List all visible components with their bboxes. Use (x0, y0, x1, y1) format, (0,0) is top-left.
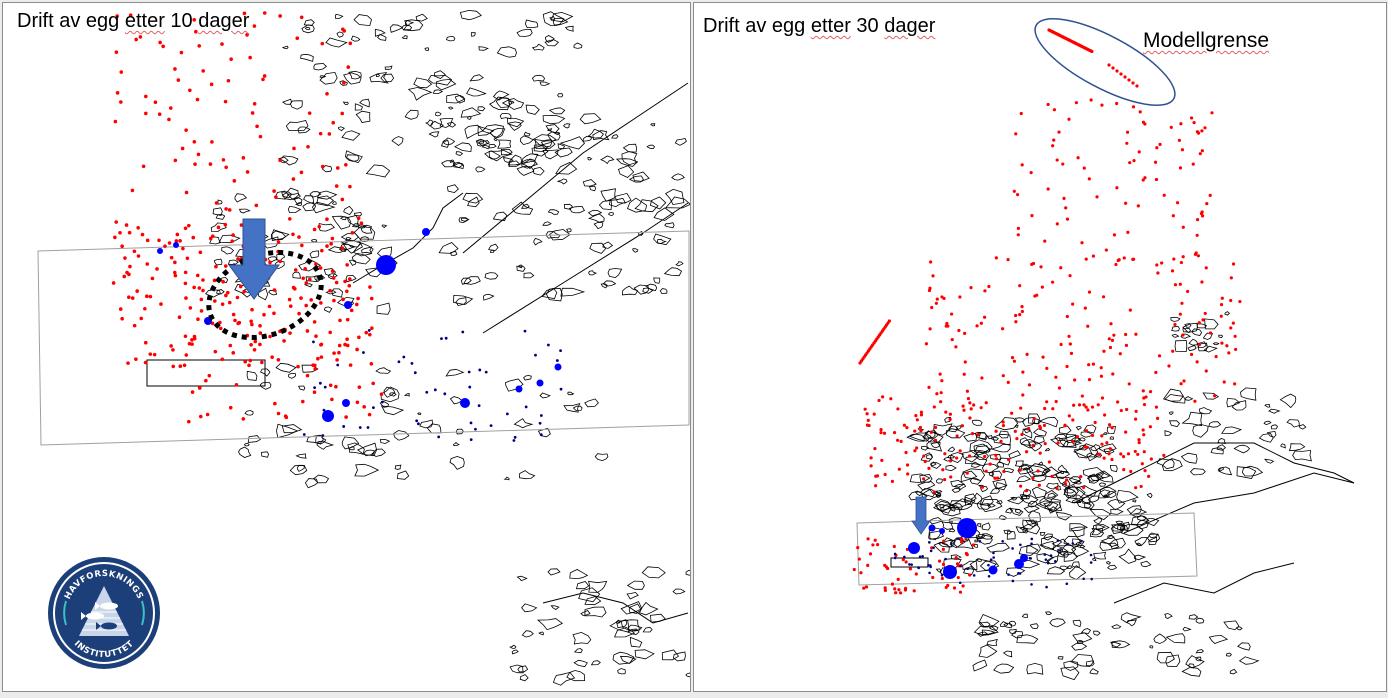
map-canvas-10-days (37, 9, 690, 686)
panel-title-10-days: Drift av egg etter 10 dager (17, 10, 250, 32)
model-boundary-label: Modellgrense (1143, 29, 1270, 52)
panel-title-30-days: Drift av egg etter 30 dager (703, 15, 936, 37)
map-panel-10-days: Drift av egg etter 10 dager HAVFORSKNING… (2, 2, 691, 692)
havforskningsinstituttet-logo: HAVFORSKNINGS INSTITUTTET (47, 556, 161, 670)
map-canvas-30-days (852, 18, 1355, 681)
map-panel-30-days: Drift av egg etter 30 dager Modellgrense (693, 2, 1387, 692)
